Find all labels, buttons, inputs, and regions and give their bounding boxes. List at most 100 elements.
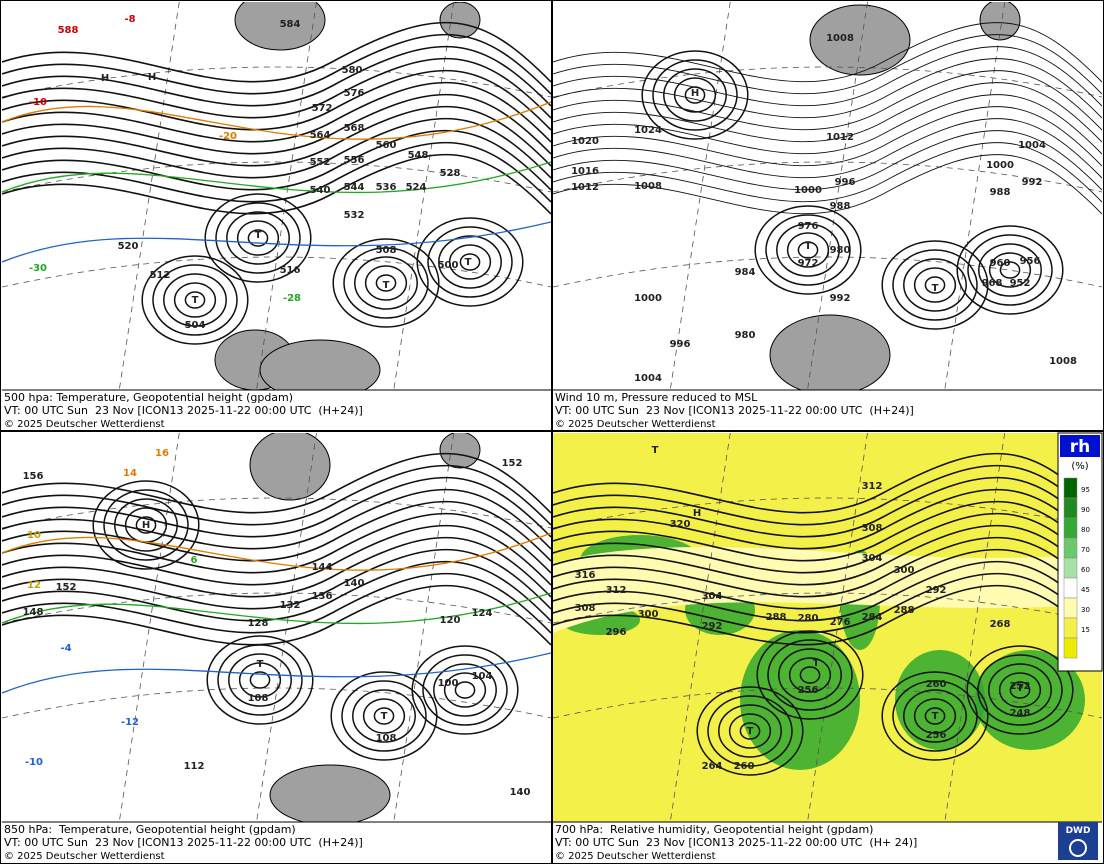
contour-label: 588 — [58, 25, 79, 36]
caption-bar — [553, 822, 1102, 862]
land — [439, 433, 481, 469]
contour — [2, 153, 551, 215]
contour — [422, 654, 508, 726]
contour — [375, 274, 397, 292]
land — [769, 314, 891, 390]
contour — [966, 645, 1074, 735]
contour-label: 16 — [155, 448, 169, 459]
contour-label: 576 — [344, 88, 365, 99]
contour-label: H — [691, 88, 699, 99]
legend-swatch — [1063, 617, 1078, 639]
contour-label: 260 — [734, 761, 755, 772]
contour — [184, 291, 206, 309]
contour — [553, 142, 1102, 203]
contour — [553, 452, 1102, 514]
contour — [553, 560, 1102, 622]
contour — [1009, 681, 1031, 699]
dry-band — [553, 546, 1102, 633]
contour — [427, 226, 513, 298]
contour-label: 292 — [926, 585, 947, 596]
contour — [228, 653, 292, 707]
contour — [797, 241, 819, 259]
caption-line: VT: 00 UTC Sun 23 Nov [ICON13 2025-11-22… — [555, 836, 917, 849]
legend-tick-label: 70 — [1081, 546, 1090, 554]
contour-label: 1008 — [634, 181, 662, 192]
contour-label: 260 — [926, 679, 947, 690]
contour — [2, 572, 551, 634]
contour — [998, 672, 1042, 708]
contour-label: 128 — [248, 618, 269, 629]
contour — [215, 202, 301, 274]
caption-line: © 2025 Deutscher Wetterdienst — [4, 851, 165, 862]
contour — [553, 22, 1102, 83]
contour-label: 288 — [766, 612, 787, 623]
contour — [341, 680, 427, 752]
contour — [765, 214, 851, 286]
contour — [754, 205, 862, 295]
land — [269, 764, 391, 822]
contour — [881, 240, 989, 330]
contour — [343, 247, 429, 319]
legend-tick-label: 95 — [1081, 486, 1090, 494]
contour-label: 276 — [830, 617, 851, 628]
contour-label: H — [101, 73, 109, 84]
contour-label: T — [192, 295, 199, 306]
graticule — [553, 497, 1102, 529]
contour-label: 312 — [862, 481, 883, 492]
caption-title: 850 hPa: Temperature, Geopotential heigh… — [4, 823, 296, 836]
contour-label: 532 — [344, 210, 365, 221]
contour — [903, 258, 967, 312]
contour — [988, 663, 1052, 717]
contour-label: 584 — [280, 19, 301, 30]
map-panel: 1024 1020 1016 1012 1008 1012 1000 996 988 976 972… — [553, 2, 1102, 390]
contour-label: T — [1017, 683, 1024, 694]
contour — [881, 671, 989, 761]
contour-label: 1004 — [1018, 140, 1046, 151]
contour-label: 316 — [575, 570, 596, 581]
contour — [92, 480, 200, 570]
land — [259, 339, 381, 390]
graticule — [2, 161, 551, 193]
contour-label: 520 — [118, 241, 139, 252]
caption-line: VT: 00 UTC Sun 23 Nov [ICON13 2025-11-22… — [4, 404, 363, 417]
contour — [448, 244, 492, 280]
contour — [553, 94, 1102, 155]
map-panel: 320 316 312 308 304 300 296 292 288 280 276 284 288 2… — [553, 433, 1102, 822]
contour-label: 976 — [798, 221, 819, 232]
contour — [2, 500, 551, 562]
contour — [776, 223, 840, 277]
contour-label: 12 — [27, 580, 41, 591]
contour — [2, 69, 551, 131]
legend-swatch — [1063, 557, 1078, 579]
contour — [173, 282, 217, 318]
contour — [226, 211, 290, 265]
contour-label: 992 — [830, 293, 851, 304]
contour-label: 140 — [510, 787, 531, 798]
contour-label: 528 — [440, 168, 461, 179]
contour-label: 156 — [23, 471, 44, 482]
contour-label: T — [805, 241, 812, 252]
contour-label: 1024 — [634, 125, 662, 136]
contour — [354, 256, 418, 310]
graticule — [2, 66, 551, 98]
contour — [707, 695, 793, 767]
contour — [553, 476, 1102, 538]
contour-label: 152 — [502, 458, 523, 469]
contour — [217, 644, 303, 716]
contour-label: 564 — [310, 130, 331, 141]
contour-label: 144 — [312, 562, 333, 573]
graticule — [2, 497, 551, 529]
contour — [756, 630, 864, 720]
rh-legend: rh (%) 95 90 80 70 60 45 30 15 — [1057, 432, 1103, 672]
legend-tick-label: 90 — [1081, 506, 1090, 514]
caption-bar — [2, 822, 551, 862]
contour — [2, 476, 551, 538]
contour — [141, 255, 249, 345]
contour-label: 124 — [472, 608, 493, 619]
legend-swatch — [1063, 497, 1078, 519]
contour — [364, 265, 408, 301]
contour-label: 252 — [1010, 681, 1031, 692]
contour — [553, 584, 1102, 646]
contour — [236, 220, 280, 256]
contour-label: T — [257, 659, 264, 670]
